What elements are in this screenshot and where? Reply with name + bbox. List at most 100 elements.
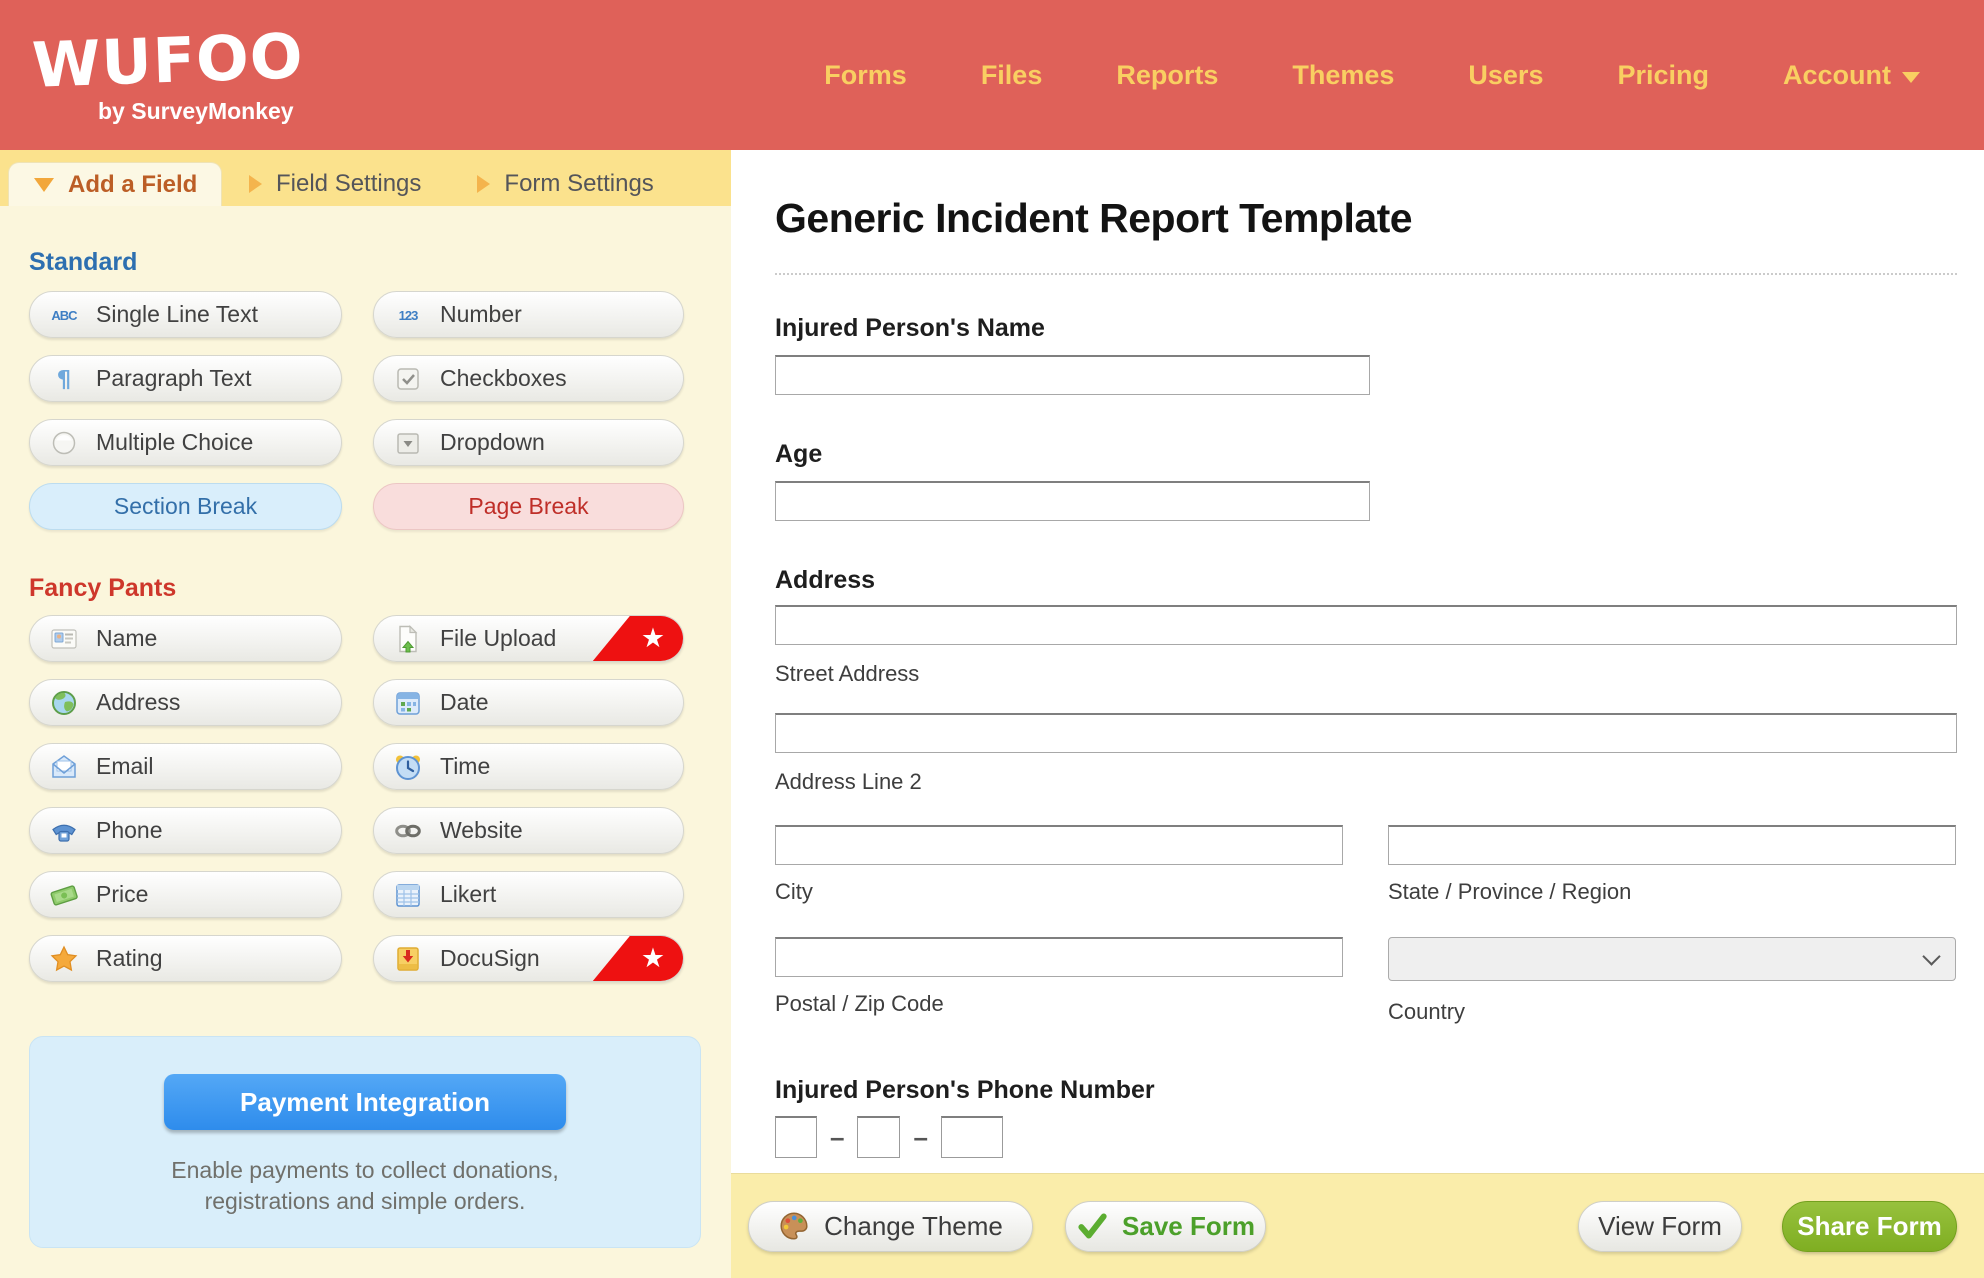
tab-label: Add a Field (68, 170, 198, 198)
save-form-button[interactable]: Save Form (1065, 1200, 1266, 1252)
save-form-label: Save Form (1122, 1210, 1255, 1241)
field-button-label: DocuSign (440, 945, 540, 971)
view-form-label: View Form (1598, 1210, 1722, 1241)
nav-label: Forms (824, 59, 907, 90)
city-sublabel: City (775, 879, 813, 905)
nav-item-themes[interactable]: Themes (1292, 60, 1394, 91)
view-form-button[interactable]: View Form (1578, 1200, 1742, 1252)
svg-text:123: 123 (399, 308, 418, 323)
phone-format-hints: ### ### #### (775, 1168, 1984, 1173)
nav-item-users[interactable]: Users (1468, 60, 1543, 91)
field-button-address[interactable]: Address (29, 679, 342, 726)
main-nav: Forms Files Reports Themes Users Pricing Accou… (824, 60, 1984, 91)
phone-inputs: – – (775, 1116, 1984, 1159)
street-address-sublabel: Street Address (775, 661, 920, 687)
share-form-button[interactable]: Share Form (1782, 1200, 1957, 1252)
field-button-email[interactable]: Email (29, 743, 342, 790)
field-button-date[interactable]: Date (373, 679, 684, 726)
link-icon (393, 816, 423, 846)
phone-separator: – (830, 1122, 845, 1153)
wufoo-logo[interactable]: WUFOO by SurveyMonkey (31, 19, 305, 125)
phone-icon (49, 816, 79, 846)
address-line2-input[interactable] (775, 713, 1957, 754)
docusign-icon (393, 944, 423, 974)
phone-prefix-input[interactable] (857, 1116, 901, 1159)
triangle-right-icon (249, 175, 262, 193)
field-button-time[interactable]: Time (373, 743, 684, 790)
injured-name-input[interactable] (775, 355, 1370, 396)
svg-text:¶: ¶ (57, 367, 72, 393)
money-icon (49, 880, 79, 910)
nav-item-reports[interactable]: Reports (1116, 60, 1218, 91)
country-sublabel: Country (1388, 999, 1466, 1025)
change-theme-button[interactable]: Change Theme (748, 1200, 1033, 1252)
nav-item-files[interactable]: Files (981, 60, 1043, 91)
field-button-paragraph-text[interactable]: ¶ Paragraph Text (29, 355, 342, 402)
field-button-docusign[interactable]: DocuSign ★ (373, 935, 684, 982)
field-button-label: Date (440, 689, 489, 715)
nav-label: Reports (1116, 59, 1219, 90)
dropdown-icon (393, 428, 423, 458)
field-button-name[interactable]: Name (29, 615, 342, 662)
field-label-age: Age (775, 440, 823, 469)
field-button-checkboxes[interactable]: Checkboxes (373, 355, 684, 402)
field-button-website[interactable]: Website (373, 807, 684, 854)
field-button-dropdown[interactable]: Dropdown (373, 419, 684, 466)
phone-mask-area: ### (775, 1168, 821, 1173)
nav-label: Files (980, 59, 1043, 90)
abc-icon: ABC (49, 300, 79, 330)
street-address-input[interactable] (775, 605, 1957, 646)
phone-mask-prefix: ### (854, 1168, 902, 1173)
nav-item-account[interactable]: Account (1783, 60, 1920, 91)
field-button-likert[interactable]: Likert (373, 871, 684, 918)
field-label-injured-name: Injured Person's Name (775, 314, 1045, 343)
postal-code-input[interactable] (775, 937, 1343, 978)
field-button-label: Single Line Text (96, 301, 258, 327)
payment-description: Enable payments to collect donations, re… (171, 1157, 559, 1215)
nav-item-pricing[interactable]: Pricing (1617, 60, 1709, 91)
field-button-label: Name (96, 625, 158, 651)
nav-label: Pricing (1617, 59, 1709, 90)
fancy-pants-field-grid: Name File Upload ★ Address Date Email Time Phon… (29, 615, 731, 982)
standard-field-grid: ABC Single Line Text 123 Number ¶ Paragraph T… (29, 291, 731, 530)
nav-label: Users (1468, 59, 1544, 90)
state-input[interactable] (1388, 825, 1956, 866)
field-button-page-break[interactable]: Page Break (373, 483, 684, 530)
payment-integration-button[interactable]: Payment Integration (164, 1074, 566, 1130)
email-icon (49, 752, 79, 782)
checkbox-icon (393, 364, 423, 394)
field-button-price[interactable]: Price (29, 871, 342, 918)
field-button-rating[interactable]: Rating (29, 935, 342, 982)
field-button-phone[interactable]: Phone (29, 807, 342, 854)
field-button-label: Number (440, 301, 522, 327)
triangle-down-icon (34, 177, 54, 192)
logo-text: WUFOO (30, 18, 305, 102)
field-button-single-line-text[interactable]: ABC Single Line Text (29, 291, 342, 338)
form-canvas: Generic Incident Report Template Injured… (731, 150, 1984, 1173)
tab-form-settings[interactable]: Form Settings (477, 162, 654, 206)
field-button-label: Checkboxes (440, 365, 567, 391)
tab-label: Field Settings (276, 170, 422, 197)
star-icon: ★ (640, 623, 666, 653)
country-select[interactable] (1388, 937, 1956, 982)
vcard-icon (49, 624, 79, 654)
city-input[interactable] (775, 825, 1343, 866)
field-button-label: File Upload (440, 625, 557, 651)
field-button-file-upload[interactable]: File Upload ★ (373, 615, 684, 662)
field-button-label: Email (96, 753, 154, 779)
field-button-multiple-choice[interactable]: Multiple Choice (29, 419, 342, 466)
field-button-section-break[interactable]: Section Break (29, 483, 342, 530)
nav-label: Account (1783, 59, 1891, 90)
svg-text:ABC: ABC (51, 308, 78, 323)
nav-item-forms[interactable]: Forms (824, 60, 907, 91)
phone-line-input[interactable] (940, 1116, 1003, 1159)
field-button-number[interactable]: 123 Number (373, 291, 684, 338)
field-button-label: Dropdown (440, 429, 545, 455)
phone-area-code-input[interactable] (775, 1116, 817, 1159)
check-icon (1076, 1210, 1108, 1242)
field-palette-sidebar: Standard ABC Single Line Text 123 Number ¶ Pa… (0, 206, 731, 1278)
tab-field-settings[interactable]: Field Settings (249, 162, 421, 206)
field-button-label: Paragraph Text (96, 365, 252, 391)
age-input[interactable] (775, 481, 1370, 522)
tab-add-a-field[interactable]: Add a Field (8, 162, 222, 206)
